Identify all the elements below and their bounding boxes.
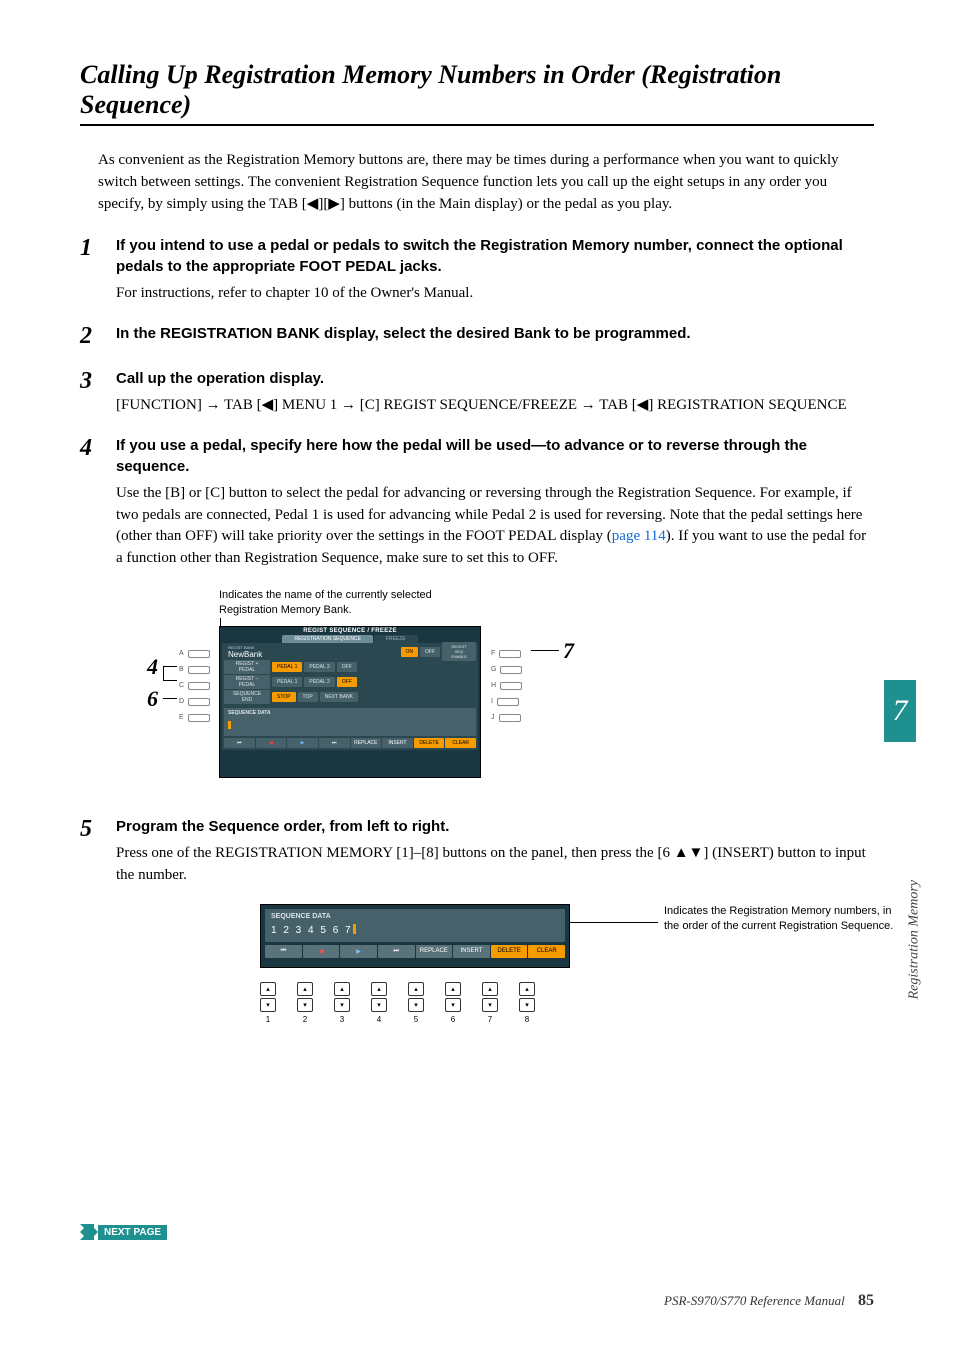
on-toggle[interactable]: ON xyxy=(401,647,419,657)
down-button-7[interactable]: ▾ xyxy=(482,998,498,1012)
screenshot-caption: Indicates the Registration Memory number… xyxy=(664,904,904,934)
tab-registration-sequence[interactable]: REGISTRATION SEQUENCE xyxy=(282,635,373,643)
rewind-button[interactable]: ⏮ xyxy=(224,738,255,748)
insert-button[interactable]: INSERT xyxy=(453,945,490,958)
lcd-title: REGIST SEQUENCE / FREEZE xyxy=(220,627,480,635)
down-button-4[interactable]: ▾ xyxy=(371,998,387,1012)
step-2: 2 In the REGISTRATION BANK display, sele… xyxy=(80,323,874,350)
page-link[interactable]: page 114 xyxy=(612,528,666,544)
panel-button-g[interactable] xyxy=(500,666,522,674)
panel-buttons-18: ▴▾1 ▴▾2 ▴▾3 ▴▾4 ▴▾5 ▴▾6 ▴▾7 ▴▾8 xyxy=(260,982,535,1024)
tab-freeze[interactable]: FREEZE xyxy=(374,635,418,643)
step-4: 4 If you use a pedal, specify here how t… xyxy=(80,435,874,570)
cursor-icon xyxy=(228,721,231,729)
down-button-6[interactable]: ▾ xyxy=(445,998,461,1012)
panel-button-d[interactable] xyxy=(188,698,210,706)
screenshot-sequence-data: SEQUENCE DATA 1 2 3 4 5 6 7 ⏮ ◀ ▶ ⏭ REPL… xyxy=(260,904,940,1064)
side-buttons-right: F G H I J xyxy=(491,646,522,726)
panel-button-c[interactable] xyxy=(188,682,210,690)
panel-button-b[interactable] xyxy=(188,666,210,674)
chapter-label: Registration Memory xyxy=(906,880,922,999)
lcd-screen: REGIST SEQUENCE / FREEZE REGISTRATION SE… xyxy=(219,626,481,778)
intro-paragraph: As convenient as the Registration Memory… xyxy=(80,150,874,215)
lcd-seq-panel: SEQUENCE DATA 1 2 3 4 5 6 7 ⏮ ◀ ▶ ⏭ REPL… xyxy=(260,904,570,968)
step-3: 3 Call up the operation display. [FUNCTI… xyxy=(80,368,874,417)
clear-button[interactable]: CLEAR xyxy=(528,945,565,958)
step-number: 2 xyxy=(80,323,116,350)
clear-button[interactable]: CLEAR xyxy=(445,738,476,748)
delete-button[interactable]: DELETE xyxy=(414,738,445,748)
down-button-5[interactable]: ▾ xyxy=(408,998,424,1012)
step-number: 4 xyxy=(80,435,116,570)
panel-button-a[interactable] xyxy=(188,650,210,658)
panel-button-i[interactable] xyxy=(497,698,519,706)
up-button-1[interactable]: ▴ xyxy=(260,982,276,996)
up-button-5[interactable]: ▴ xyxy=(408,982,424,996)
page: Calling Up Registration Memory Numbers i… xyxy=(0,0,954,1350)
bank-name: NewBank xyxy=(224,650,399,659)
next-button[interactable]: ▶ xyxy=(287,738,318,748)
insert-button[interactable]: INSERT xyxy=(382,738,413,748)
step-text: Use the [B] or [C] button to select the … xyxy=(116,483,874,570)
panel-button-h[interactable] xyxy=(500,682,522,690)
sequence-numbers: 1 2 3 4 5 6 7 xyxy=(271,925,353,936)
step-heading: If you use a pedal, specify here how the… xyxy=(116,435,874,477)
down-button-8[interactable]: ▾ xyxy=(519,998,535,1012)
step-5: 5 Program the Sequence order, from left … xyxy=(80,816,874,887)
step-heading: Call up the operation display. xyxy=(116,368,874,389)
caption-leader-line xyxy=(220,618,221,626)
page-title: Calling Up Registration Memory Numbers i… xyxy=(80,60,874,126)
rewind-button[interactable]: ⏮ xyxy=(265,945,302,958)
step-1: 1 If you intend to use a pedal or pedals… xyxy=(80,235,874,305)
callout-7: 7 xyxy=(563,638,574,664)
next-page-indicator: NEXT PAGE xyxy=(80,1224,167,1240)
up-button-2[interactable]: ▴ xyxy=(297,982,313,996)
prev-button[interactable]: ◀ xyxy=(256,738,287,748)
up-button-3[interactable]: ▴ xyxy=(334,982,350,996)
side-buttons-left: A B C D E xyxy=(179,646,210,726)
panel-button-f[interactable] xyxy=(499,650,521,658)
replace-button[interactable]: REPLACE xyxy=(416,945,453,958)
down-button-1[interactable]: ▾ xyxy=(260,998,276,1012)
step-text: Press one of the REGISTRATION MEMORY [1]… xyxy=(116,843,874,887)
replace-button[interactable]: REPLACE xyxy=(351,738,382,748)
panel-button-e[interactable] xyxy=(188,714,210,722)
enable-label: REGIST SEQ ENABLE xyxy=(442,642,476,661)
screenshot-caption: Indicates the name of the currently sele… xyxy=(219,588,439,618)
step-heading: In the REGISTRATION BANK display, select… xyxy=(116,323,874,344)
chapter-tab: 7 xyxy=(884,680,916,742)
caption-leader-line xyxy=(570,922,658,923)
off-toggle[interactable]: OFF xyxy=(420,647,440,657)
up-button-4[interactable]: ▴ xyxy=(371,982,387,996)
delete-button[interactable]: DELETE xyxy=(491,945,528,958)
step-number: 3 xyxy=(80,368,116,417)
forward-button[interactable]: ⏭ xyxy=(319,738,350,748)
up-button-7[interactable]: ▴ xyxy=(482,982,498,996)
next-page-label: NEXT PAGE xyxy=(98,1225,167,1240)
callout-4: 4 xyxy=(147,654,158,680)
step-number: 1 xyxy=(80,235,116,305)
page-footer: PSR-S970/S770 Reference Manual 85 xyxy=(664,1292,874,1310)
step-heading: Program the Sequence order, from left to… xyxy=(116,816,874,837)
callout-6: 6 xyxy=(147,686,158,712)
next-page-arrow-icon xyxy=(80,1224,98,1240)
prev-button[interactable]: ◀ xyxy=(303,945,340,958)
cursor-icon xyxy=(353,924,356,934)
down-button-3[interactable]: ▾ xyxy=(334,998,350,1012)
step-number: 5 xyxy=(80,816,116,887)
panel-button-j[interactable] xyxy=(499,714,521,722)
up-button-6[interactable]: ▴ xyxy=(445,982,461,996)
step-heading: If you intend to use a pedal or pedals t… xyxy=(116,235,874,277)
step-text: [FUNCTION] → TAB [◀] MENU 1 → [C] REGIST… xyxy=(116,395,874,417)
step-text: For instructions, refer to chapter 10 of… xyxy=(116,283,874,305)
forward-button[interactable]: ⏭ xyxy=(378,945,415,958)
up-button-8[interactable]: ▴ xyxy=(519,982,535,996)
page-number: 85 xyxy=(858,1292,874,1309)
down-button-2[interactable]: ▾ xyxy=(297,998,313,1012)
screenshot-regist-sequence: Indicates the name of the currently sele… xyxy=(157,588,797,788)
next-button[interactable]: ▶ xyxy=(340,945,377,958)
